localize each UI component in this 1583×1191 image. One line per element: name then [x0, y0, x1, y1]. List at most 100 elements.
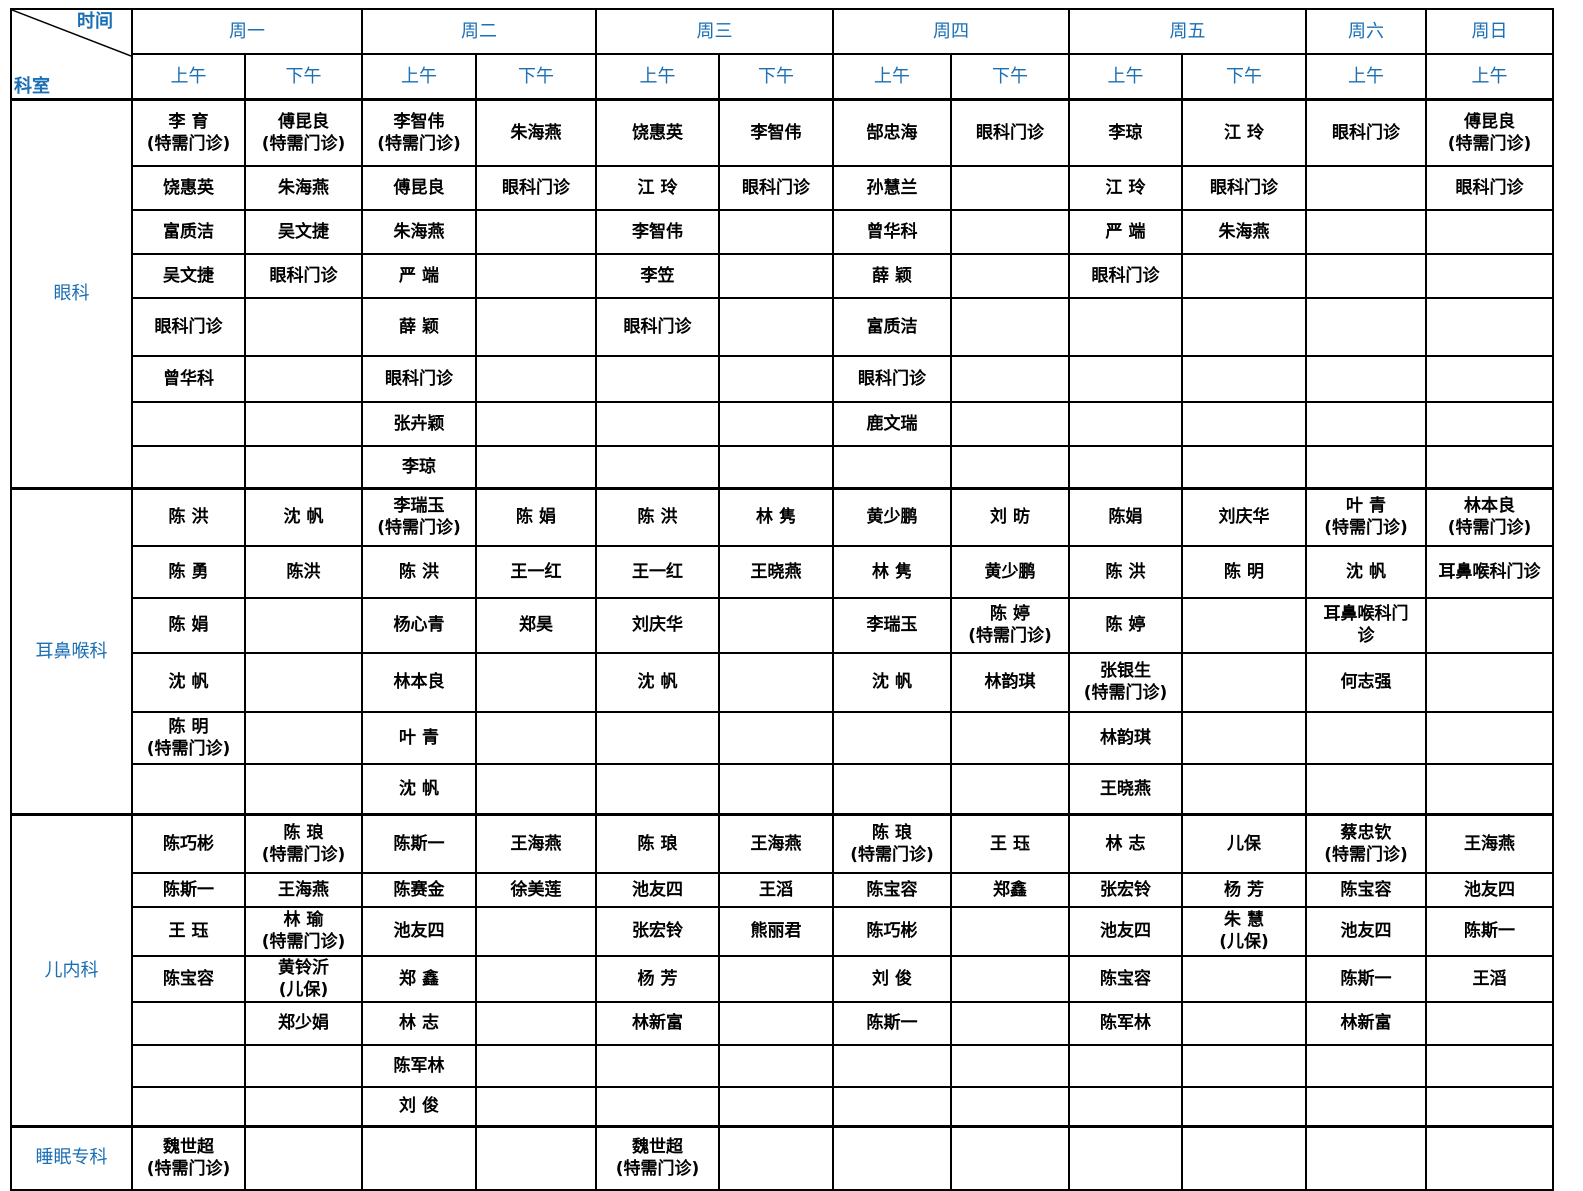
time-label: 时间: [77, 11, 113, 32]
schedule-cell: 富质洁: [832, 296, 952, 357]
schedule-cell: 王海燕: [718, 813, 834, 874]
schedule-cell: [1425, 1085, 1554, 1128]
session-header: 上午: [1305, 53, 1427, 101]
department-label: 睡眠专科: [10, 1125, 133, 1191]
schedule-cell: [1425, 444, 1554, 490]
clinic-schedule-table: 时间 科室 周一 周二 周三 周四 周五 周六 周日 上午 下午 上午 下午 上午 下午上…: [10, 7, 1554, 1191]
schedule-row: 郑少娟林 志 林新富 陈斯一 陈军林 林新富: [11, 1000, 1554, 1046]
schedule-cell: 李瑞玉 (特需门诊): [361, 487, 477, 547]
schedule-cell: 王晓燕: [1068, 762, 1183, 816]
schedule-cell: 严 端: [1068, 208, 1183, 255]
schedule-cell: [1305, 1085, 1427, 1128]
schedule-row: 陈斯一 王海燕 陈赛金 徐美莲 池友四 王滔 陈宝容 郑鑫 张宏铃杨 芳陈宝容 池友四: [11, 871, 1554, 908]
schedule-cell: 沈 帆: [131, 651, 246, 713]
schedule-cell: 鹿文瑞: [832, 400, 952, 447]
session-header: 下午: [718, 53, 834, 101]
schedule-cell: 李智伟 (特需门诊): [361, 98, 477, 167]
schedule-cell: 陈 婷: [1068, 596, 1183, 654]
schedule-cell: 儿保: [1181, 813, 1307, 874]
schedule-cell: [718, 444, 834, 490]
schedule-cell: 刘 昉: [950, 487, 1070, 547]
schedule-cell: [131, 1043, 246, 1088]
schedule-cell: [1181, 1125, 1307, 1191]
schedule-row: 陈 娟 杨心青 郑昊 刘庆华 李瑞玉陈 婷 (特需门诊) 陈 婷 耳鼻喉科门 诊: [11, 596, 1554, 654]
schedule-row: 陈宝容 黄铃沂 (儿保) 郑 鑫杨 芳刘 俊陈宝容 陈斯一 王滔: [11, 954, 1554, 1003]
schedule-row: 沈 帆 王晓燕: [11, 762, 1554, 816]
session-header: 下午: [950, 53, 1070, 101]
schedule-cell: [1068, 296, 1183, 357]
schedule-cell: [950, 208, 1070, 255]
schedule-cell: [1181, 596, 1307, 654]
schedule-cell: 李智伟: [595, 208, 720, 255]
schedule-cell: [595, 762, 720, 816]
schedule-row: 眼科李 育 (特需门诊) 傅昆良 (特需门诊) 李智伟 (特需门诊) 朱海燕 饶惠英 李智…: [10, 98, 1554, 490]
schedule-cell: 张卉颖: [361, 400, 477, 447]
schedule-row: 王 珏林 瑜 (特需门诊) 池友四 张宏铃 熊丽君 陈巧彬 池友四朱 慧 (儿保) 池友四陈…: [11, 905, 1554, 957]
schedule-cell: 魏世超 (特需门诊): [595, 1125, 720, 1191]
schedule-cell: 眼科门诊: [131, 296, 246, 357]
schedule-cell: 黄少鹏: [950, 544, 1070, 599]
schedule-cell: [950, 444, 1070, 490]
schedule-cell: 刘庆华: [595, 596, 720, 654]
schedule-cell: 傅昆良 (特需门诊): [244, 98, 363, 167]
schedule-cell: [1425, 710, 1554, 765]
schedule-cell: [1425, 1000, 1554, 1046]
schedule-cell: 薛 颖: [361, 296, 477, 357]
schedule-cell: 郑 鑫: [361, 954, 477, 1003]
schedule-cell: [595, 444, 720, 490]
schedule-cell: 沈 帆: [595, 651, 720, 713]
schedule-cell: 傅昆良: [361, 164, 477, 211]
schedule-cell: 刘 俊: [361, 1085, 477, 1128]
schedule-cell: 张宏铃: [595, 905, 720, 957]
schedule-cell: 陈宝容: [832, 871, 952, 908]
schedule-cell: 薛 颖: [832, 252, 952, 299]
schedule-cell: 眼科门诊: [475, 164, 597, 211]
day-header: 周二: [361, 7, 597, 56]
schedule-cell: [1181, 400, 1307, 447]
schedule-cell: 沈 帆: [1305, 544, 1427, 599]
schedule-cell: 林本良 (特需门诊): [1425, 487, 1554, 547]
schedule-cell: 黄少鹏: [832, 487, 952, 547]
schedule-cell: [1068, 400, 1183, 447]
schedule-cell: [1181, 296, 1307, 357]
schedule-cell: [1305, 354, 1427, 403]
schedule-cell: 刘 俊: [832, 954, 952, 1003]
schedule-cell: 耳鼻喉科门 诊: [1305, 596, 1427, 654]
schedule-row: 沈 帆林本良沈 帆沈 帆林韵琪 张银生 (特需门诊) 何志强: [11, 651, 1554, 713]
schedule-cell: 刘庆华: [1181, 487, 1307, 547]
schedule-cell: [244, 444, 363, 490]
day-header-row: 时间 科室 周一 周二 周三 周四 周五 周六 周日: [10, 7, 1554, 101]
schedule-cell: 陈宝容: [131, 954, 246, 1003]
schedule-cell: [832, 762, 952, 816]
schedule-cell: 池友四: [1305, 905, 1427, 957]
schedule-cell: 杨 芳: [1181, 871, 1307, 908]
schedule-cell: [950, 354, 1070, 403]
schedule-cell: [131, 1085, 246, 1128]
schedule-cell: 朱海燕: [1181, 208, 1307, 255]
schedule-cell: [131, 444, 246, 490]
schedule-cell: [244, 651, 363, 713]
schedule-cell: 池友四: [1425, 871, 1554, 908]
schedule-cell: [1425, 208, 1554, 255]
schedule-cell: [244, 710, 363, 765]
schedule-cell: 叶 青 (特需门诊): [1305, 487, 1427, 547]
schedule-cell: [595, 1085, 720, 1128]
schedule-cell: [244, 1085, 363, 1128]
schedule-cell: [475, 354, 597, 403]
schedule-cell: [1425, 651, 1554, 713]
department-label: 耳鼻喉科: [10, 487, 133, 816]
schedule-cell: [244, 354, 363, 403]
schedule-cell: 林 隽: [718, 487, 834, 547]
schedule-cell: [1068, 1125, 1183, 1191]
schedule-cell: 陈 婷 (特需门诊): [950, 596, 1070, 654]
schedule-cell: [361, 1125, 477, 1191]
schedule-cell: [475, 1043, 597, 1088]
schedule-cell: [131, 762, 246, 816]
schedule-row: 吴文捷 眼科门诊严 端李笠薛 颖眼科门诊: [11, 252, 1554, 299]
schedule-cell: [718, 710, 834, 765]
schedule-cell: 林韵琪: [950, 651, 1070, 713]
schedule-cell: 眼科门诊: [1181, 164, 1307, 211]
schedule-cell: [1068, 1043, 1183, 1088]
schedule-cell: [475, 1125, 597, 1191]
schedule-cell: [1305, 252, 1427, 299]
